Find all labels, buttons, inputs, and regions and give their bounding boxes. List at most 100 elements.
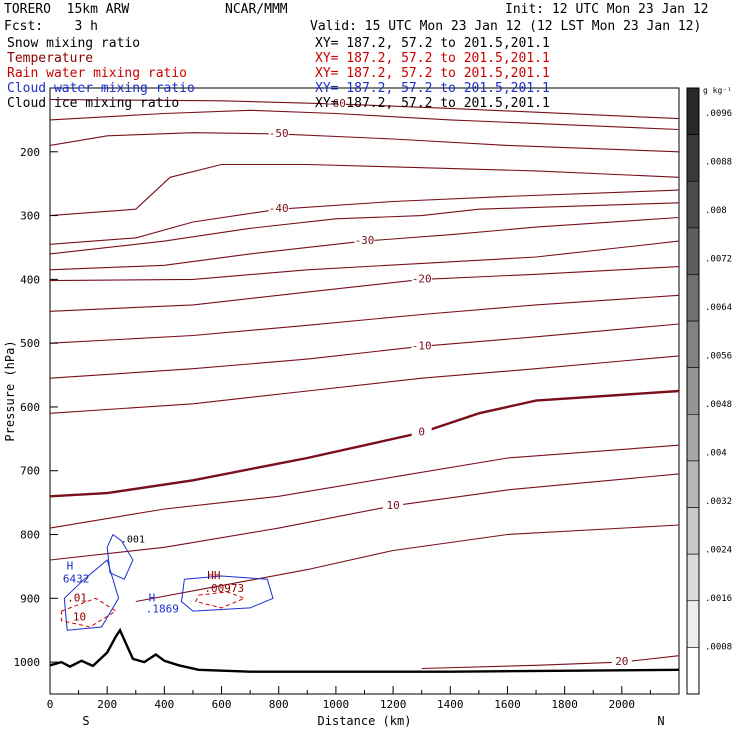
y-axis-label: Pressure (hPa) bbox=[3, 340, 17, 441]
cloud-water-contour bbox=[180, 575, 274, 612]
contour-annotation: 6432 bbox=[63, 572, 89, 585]
temperature-contour-label: -10 bbox=[412, 339, 432, 352]
colorbar-segment bbox=[686, 414, 700, 462]
temperature-contour bbox=[49, 444, 680, 529]
colorbar-segment bbox=[686, 647, 700, 695]
field-xy-temperature: XY= 187.2, 57.2 to 201.5,201.1 bbox=[315, 51, 550, 66]
x-tick-label: 200 bbox=[97, 698, 117, 711]
field-xy-cloud-water: XY= 187.2, 57.2 to 201.5,201.1 bbox=[315, 81, 550, 96]
temperature-contour bbox=[49, 163, 680, 217]
colorbar-label: .0016 bbox=[705, 594, 732, 604]
contour-annotation: H bbox=[67, 560, 74, 573]
colorbar-label: .0064 bbox=[705, 303, 732, 313]
temperature-contour-label: 10 bbox=[386, 499, 399, 512]
colorbar-label: .004 bbox=[705, 449, 727, 459]
colorbar-segment bbox=[686, 227, 700, 275]
temperature-contour bbox=[49, 355, 680, 414]
colorbar-segment bbox=[686, 553, 700, 602]
temperature-contour-label: 20 bbox=[615, 655, 628, 668]
colorbar-label: .0056 bbox=[705, 352, 732, 362]
colorbar-label: .0024 bbox=[705, 546, 732, 556]
y-tick-label: 200 bbox=[20, 146, 40, 159]
temperature-contour bbox=[135, 524, 680, 603]
y-tick-label: 400 bbox=[20, 273, 40, 286]
temperature-contour bbox=[49, 109, 680, 131]
x-tick-label: 1400 bbox=[437, 698, 464, 711]
colorbar-label: .0088 bbox=[705, 158, 732, 168]
temperature-contour-label: -20 bbox=[412, 272, 432, 285]
colorbar-segment bbox=[686, 180, 700, 229]
field-xy-snow: XY= 187.2, 57.2 to 201.5,201.1 bbox=[315, 36, 550, 51]
colorbar-segment bbox=[686, 507, 700, 555]
contour-label-bg bbox=[611, 655, 632, 668]
y-tick-label: 800 bbox=[20, 529, 40, 542]
x-tick-label: 400 bbox=[154, 698, 174, 711]
contour-annotation: .00973 bbox=[204, 582, 244, 595]
colorbar-segment bbox=[686, 87, 700, 135]
temperature-contour-label: -60 bbox=[326, 97, 346, 110]
temperature-contour bbox=[49, 473, 680, 561]
temperature-contour bbox=[421, 655, 680, 670]
contour-label-bg bbox=[411, 339, 432, 352]
rain-contour bbox=[60, 597, 117, 628]
x-tick-label: 800 bbox=[269, 698, 289, 711]
x-end-label-south: S bbox=[82, 714, 89, 728]
model-name: TORERO 15km ARW bbox=[4, 2, 130, 17]
x-tick-label: 600 bbox=[212, 698, 232, 711]
center-name: NCAR/MMM bbox=[225, 2, 288, 17]
colorbar-frame bbox=[686, 87, 700, 695]
forecast-hour: Fcst: 3 h bbox=[4, 19, 98, 34]
x-end-label-north: N bbox=[657, 714, 664, 728]
contour-label-bg bbox=[268, 202, 289, 215]
y-tick-label: 600 bbox=[20, 401, 40, 414]
y-tick-label: 1000 bbox=[14, 656, 41, 669]
contour-label-bg bbox=[411, 425, 432, 438]
x-tick-label: 0 bbox=[47, 698, 54, 711]
init-time: Init: 12 UTC Mon 23 Jan 12 bbox=[505, 2, 709, 17]
contour-label-bg bbox=[354, 234, 375, 247]
x-tick-label: 1800 bbox=[551, 698, 578, 711]
temperature-contour bbox=[49, 294, 680, 344]
plot-frame bbox=[49, 87, 680, 695]
contour-annotation: H bbox=[149, 592, 156, 605]
colorbar-segment bbox=[686, 367, 700, 415]
temperature-contour bbox=[49, 389, 680, 498]
x-tick-label: 1200 bbox=[380, 698, 407, 711]
x-tick-label: 1600 bbox=[494, 698, 521, 711]
field-label-rain: Rain water mixing ratio bbox=[7, 66, 188, 81]
temperature-contour bbox=[49, 132, 680, 153]
colorbar-segment bbox=[686, 320, 700, 368]
temperature-contour bbox=[49, 240, 680, 282]
x-axis-label: Distance (km) bbox=[318, 714, 412, 728]
contour-label-bg bbox=[268, 126, 289, 139]
contour-label-bg bbox=[383, 498, 404, 511]
colorbar-segment bbox=[686, 600, 700, 648]
field-xy-rain: XY= 187.2, 57.2 to 201.5,201.1 bbox=[315, 66, 550, 81]
y-tick-label: 500 bbox=[20, 337, 40, 350]
temperature-contour bbox=[49, 266, 680, 312]
colorbar-segment bbox=[686, 134, 700, 182]
terrain-line bbox=[49, 627, 680, 673]
colorbar-label: .0096 bbox=[705, 109, 732, 119]
temperature-contour bbox=[49, 202, 680, 255]
temperature-contour-label: -40 bbox=[269, 202, 289, 215]
contour-annotation: 10 bbox=[73, 611, 86, 624]
cloud-water-contour-label: .001 bbox=[121, 535, 145, 546]
field-label-snow: Snow mixing ratio bbox=[7, 36, 141, 51]
contour-annotation: .01 bbox=[67, 592, 87, 605]
colorbar-segment bbox=[686, 460, 700, 508]
contour-label-bg bbox=[325, 96, 346, 109]
contour-annotation: HH bbox=[207, 569, 220, 582]
rain-contour bbox=[195, 591, 246, 609]
cloud-water-contour bbox=[63, 559, 120, 631]
y-tick-label: 900 bbox=[20, 592, 40, 605]
valid-time: Valid: 15 UTC Mon 23 Jan 12 (12 LST Mon … bbox=[310, 19, 702, 34]
colorbar-label: .0008 bbox=[705, 643, 732, 653]
cloud-water-contour bbox=[106, 534, 134, 580]
field-label-cloud-water: Cloud water mixing ratio bbox=[7, 81, 195, 96]
colorbar-label: .0048 bbox=[705, 400, 732, 410]
contour-annotation: .1869 bbox=[146, 602, 179, 615]
field-label-temperature: Temperature bbox=[7, 51, 94, 66]
colorbar-unit: g kg⁻¹ bbox=[703, 86, 732, 95]
temperature-contour bbox=[49, 323, 680, 379]
